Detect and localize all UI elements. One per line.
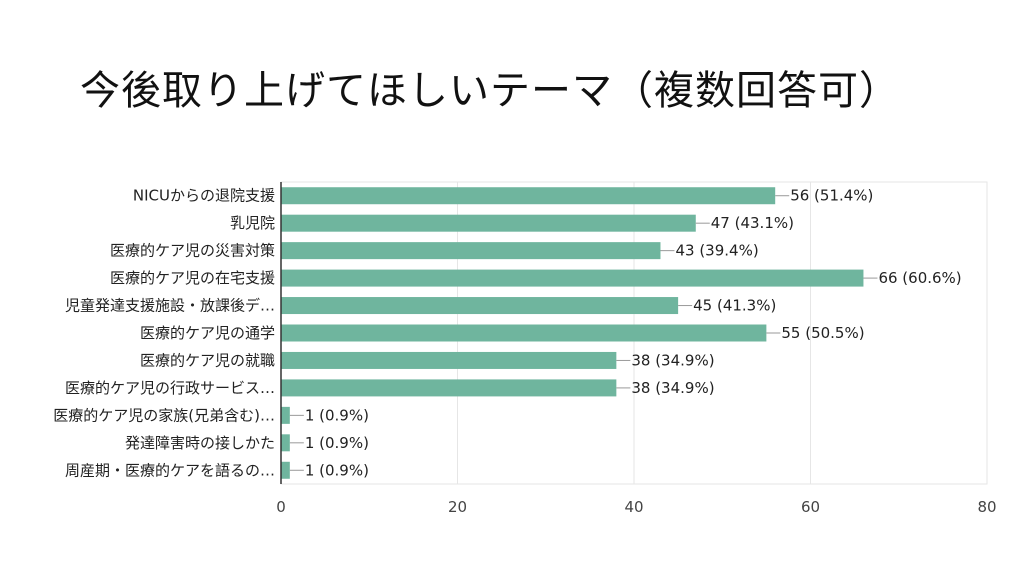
- category-label: 医療的ケア児の在宅支援: [110, 269, 275, 287]
- bar: [281, 324, 767, 342]
- bar: [281, 351, 617, 369]
- x-tick-label: 60: [801, 498, 820, 516]
- data-label: 47 (43.1%): [711, 214, 794, 232]
- bar: [281, 379, 617, 397]
- x-tick-label: 20: [448, 498, 467, 516]
- bar: [281, 406, 290, 424]
- bar: [281, 461, 290, 479]
- category-label: 医療的ケア児の行政サービス…: [65, 379, 275, 397]
- data-label: 55 (50.5%): [781, 324, 864, 342]
- bar: [281, 187, 776, 205]
- data-label: 1 (0.9%): [305, 406, 369, 424]
- x-tick-label: 40: [624, 498, 643, 516]
- bar: [281, 214, 696, 232]
- data-label: 56 (51.4%): [790, 187, 873, 205]
- category-label: 周産期・医療的ケアを語るの…: [65, 461, 275, 479]
- data-label: 43 (39.4%): [675, 242, 758, 260]
- chart-title: 今後取り上げてほしいテーマ（複数回答可）: [80, 68, 900, 114]
- category-label: 児童発達支援施設・放課後デ…: [65, 297, 275, 315]
- category-label: 医療的ケア児の災害対策: [110, 242, 275, 260]
- category-label: 医療的ケア児の家族(兄弟含む)…: [53, 406, 275, 424]
- category-label: 医療的ケア児の通学: [140, 324, 275, 342]
- bar: [281, 242, 661, 260]
- category-label: 乳児院: [230, 214, 275, 232]
- x-tick-label: 0: [276, 498, 286, 516]
- bar: [281, 269, 864, 287]
- data-label: 45 (41.3%): [693, 297, 776, 315]
- data-label: 1 (0.9%): [305, 461, 369, 479]
- data-label: 38 (34.9%): [631, 351, 714, 369]
- data-label: 1 (0.9%): [305, 434, 369, 452]
- category-label: 発達障害時の接しかた: [125, 434, 275, 452]
- data-label: 66 (60.6%): [878, 269, 961, 287]
- category-label: NICUからの退院支援: [133, 187, 275, 205]
- data-label: 38 (34.9%): [631, 379, 714, 397]
- x-tick-label: 80: [977, 498, 996, 516]
- category-label: 医療的ケア児の就職: [140, 351, 275, 369]
- bar: [281, 434, 290, 452]
- bar: [281, 297, 679, 315]
